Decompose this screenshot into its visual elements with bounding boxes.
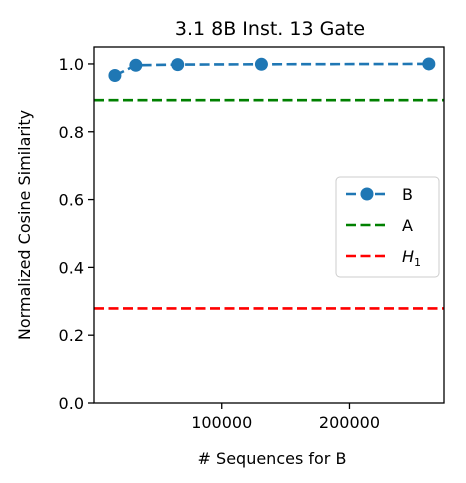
y-tick-label: 0.4 (59, 258, 84, 277)
data-point (422, 57, 436, 71)
x-axis-label: # Sequences for B (198, 449, 347, 468)
x-tick-label: 100000 (191, 413, 252, 432)
y-tick-label: 0.2 (59, 326, 84, 345)
legend-label-H1: H1 (402, 247, 421, 269)
x-tick-label: 200000 (319, 413, 380, 432)
plot-area (94, 57, 444, 310)
legend-label-A: A (402, 216, 413, 235)
y-tick-label: 0.6 (59, 191, 84, 210)
y-tick-label: 0.8 (59, 123, 84, 142)
y-tick-label: 0.0 (59, 394, 84, 413)
series-line-B (114, 62, 429, 77)
chart-title: 3.1 8B Inst. 13 Gate (175, 18, 365, 40)
data-point (171, 58, 185, 72)
legend-marker-B (360, 187, 374, 201)
data-point (254, 57, 268, 71)
legend-label-B: B (402, 185, 413, 204)
y-axis-label: Normalized Cosine Similarity (15, 110, 34, 340)
axes-frame (93, 46, 445, 404)
axes: 0.0 0.2 0.4 0.6 0.8 1.0 100000 200000 (59, 46, 445, 432)
data-point (108, 68, 122, 82)
data-point (129, 58, 143, 72)
y-tick-label: 1.0 (59, 55, 84, 74)
legend-box (335, 176, 440, 278)
legend: BA H1 (335, 176, 440, 278)
